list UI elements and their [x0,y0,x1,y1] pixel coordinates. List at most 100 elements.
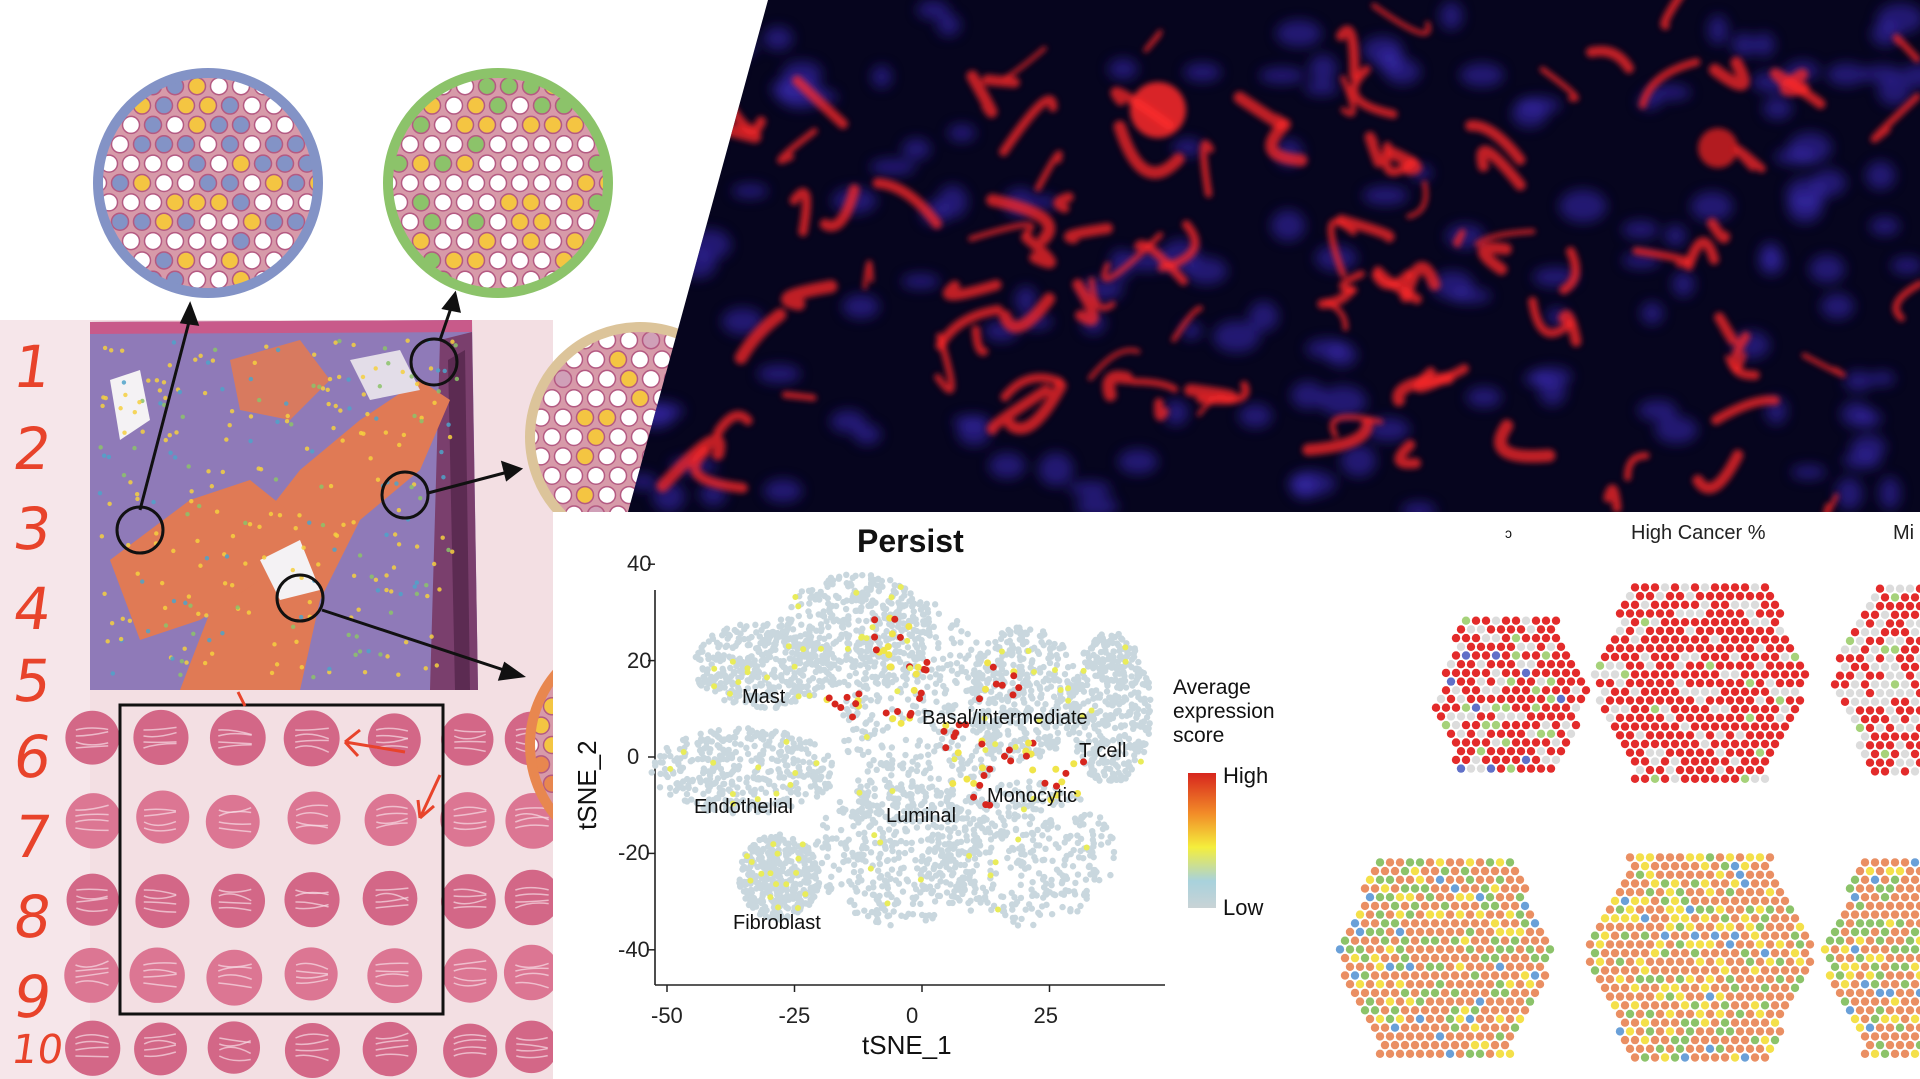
tsne-point [1026,820,1034,828]
tsne-point [818,625,825,632]
spot [622,58,639,75]
tsne-point [1079,753,1087,760]
visium-spot [140,429,145,434]
tsne-point [924,743,931,750]
spot [198,212,218,231]
cell-process [1559,246,1581,295]
nucleus [1305,338,1349,359]
visium-spot [172,455,178,460]
tissue-texture [143,907,177,913]
tsne-point [944,661,951,669]
spot [444,212,464,231]
tsne-point [904,696,912,703]
tsne-point-high [1070,760,1078,768]
spot [411,76,431,96]
tsne-point [740,888,748,895]
spot [110,289,130,297]
tsne-point [776,860,784,868]
tsne-point [839,624,847,631]
tissue-core [65,710,120,765]
spot [586,466,606,485]
tsne-points [648,571,1154,929]
nucleus [1774,148,1817,165]
tsne-point [1104,639,1111,646]
tsne-point [887,922,894,929]
tissue-core [209,709,266,766]
spot [532,135,552,154]
nucleus [1449,288,1492,304]
visium-spot [102,591,107,596]
spatial-spot [1491,616,1501,625]
visium-spot [347,406,352,411]
tsne-point [873,766,880,774]
spot [466,135,486,154]
tsne-point [929,915,936,922]
tsne-point [1012,707,1019,715]
cell-process [1101,231,1164,282]
spot [488,135,508,154]
tsne-point [945,702,952,709]
tsne-point [828,884,835,892]
tsne-point-mid [758,870,765,877]
nucleus [1559,189,1607,223]
tsne-point-high [979,764,987,772]
visium-spot [268,511,274,517]
spot [275,270,295,290]
tsne-point [927,775,934,782]
tsne-point [885,826,893,833]
tsne-point [820,608,827,615]
tsne-point [1097,648,1105,656]
tsne-point [816,776,824,783]
tsne-point [840,598,847,606]
tsne-point [973,639,980,646]
tsne-point [740,635,748,643]
visium-spot [177,389,183,395]
tsne-point [904,644,912,651]
tsne-point [1059,903,1066,911]
tsne-point [780,774,788,781]
visium-spot [392,532,398,537]
tsne-point [922,912,929,920]
tsne-point [890,587,898,594]
tsne-point [842,806,849,813]
tsne-point [801,653,809,660]
tsne-point [1076,703,1083,711]
visium-spot [252,360,257,366]
nucleus [1811,169,1847,197]
visium-spot [424,582,429,588]
tsne-point [842,656,850,663]
tsne-point [695,649,702,657]
spot [319,154,322,173]
tsne-point [1022,906,1029,913]
visium-spot [351,342,356,348]
cell-process [1184,383,1237,403]
tsne-point-mid [770,841,777,848]
tsne-point [855,617,862,624]
tsne-point [972,885,979,892]
spot [564,323,584,331]
tsne-point [882,605,890,613]
visium-spot [418,495,423,501]
tsne-point [1033,680,1040,687]
visium-spot [419,415,424,421]
tsne-point [916,737,923,744]
tissue-core [443,1023,498,1078]
nucleus [1276,20,1322,47]
tsne-point [953,679,960,687]
tsne-point-mid [792,769,799,776]
tsne-point [769,628,777,636]
tsne-point-high [910,686,918,694]
tsne-point [1098,832,1105,840]
tsne-point [1108,701,1116,709]
tissue-core [367,713,421,767]
tsne-point [709,635,717,643]
spot [332,252,349,269]
tissue-texture [514,816,549,823]
spot [384,251,398,270]
visium-spot [341,522,346,528]
tissue-texture [294,745,330,753]
tsne-point [840,851,848,859]
visium-spot [212,347,218,353]
spot [609,270,612,290]
visium-spot [135,496,140,502]
